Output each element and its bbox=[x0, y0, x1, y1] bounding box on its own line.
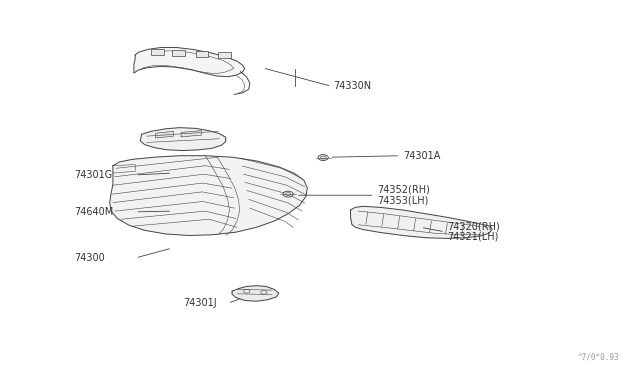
Text: 74640M: 74640M bbox=[75, 207, 114, 217]
Text: 74300: 74300 bbox=[75, 253, 106, 263]
Text: 74321(LH): 74321(LH) bbox=[447, 232, 499, 242]
Text: 74352(RH): 74352(RH) bbox=[378, 185, 430, 195]
FancyBboxPatch shape bbox=[172, 50, 185, 56]
Polygon shape bbox=[140, 128, 226, 151]
Polygon shape bbox=[109, 156, 307, 235]
Circle shape bbox=[318, 155, 328, 161]
Text: 74301A: 74301A bbox=[403, 151, 440, 161]
Text: 74301G: 74301G bbox=[75, 170, 113, 180]
Polygon shape bbox=[351, 206, 492, 238]
Text: 74330N: 74330N bbox=[333, 81, 371, 91]
FancyBboxPatch shape bbox=[151, 49, 164, 55]
Text: 74353(LH): 74353(LH) bbox=[378, 196, 429, 206]
Circle shape bbox=[283, 191, 293, 197]
Text: 74301J: 74301J bbox=[183, 298, 216, 308]
Polygon shape bbox=[181, 131, 202, 137]
Text: ^7/0*0.93: ^7/0*0.93 bbox=[578, 352, 620, 361]
Polygon shape bbox=[134, 48, 245, 77]
Polygon shape bbox=[156, 131, 173, 138]
FancyBboxPatch shape bbox=[218, 52, 231, 58]
Polygon shape bbox=[232, 286, 278, 301]
FancyBboxPatch shape bbox=[196, 51, 209, 57]
Text: 74320(RH): 74320(RH) bbox=[447, 222, 500, 232]
